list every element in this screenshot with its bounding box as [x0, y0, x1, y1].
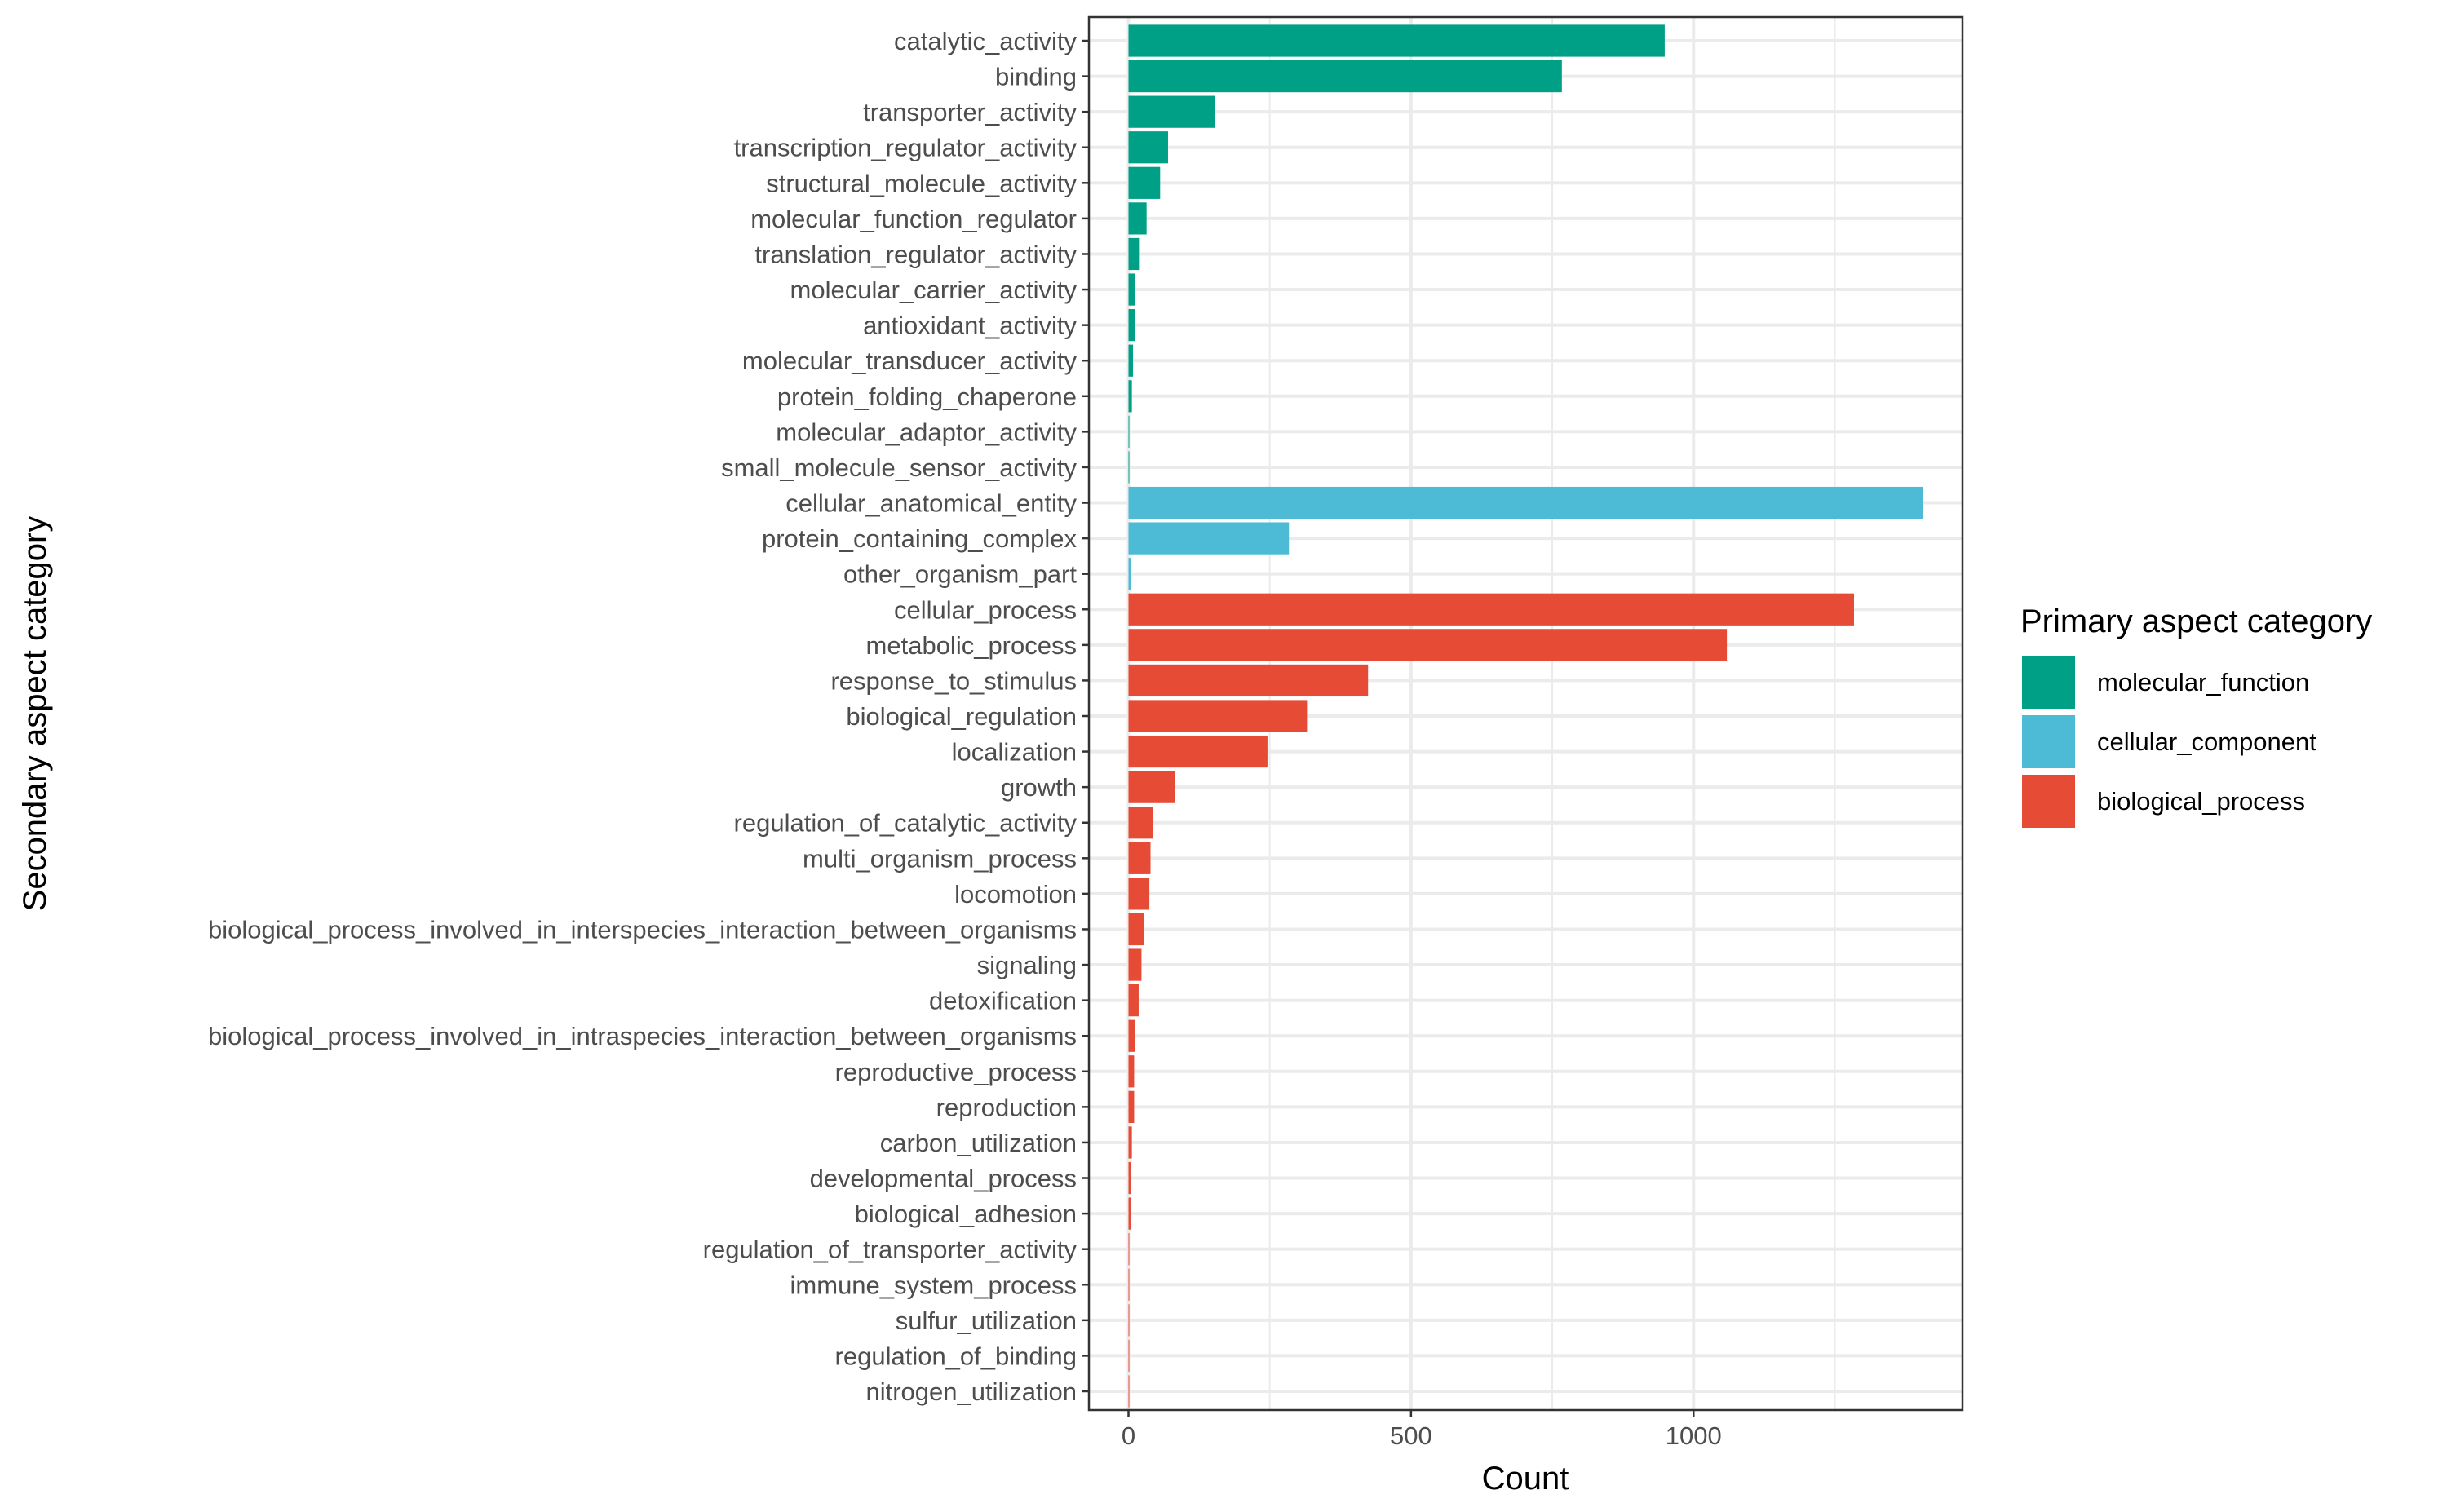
bar-detoxification: [1128, 984, 1139, 1017]
y-tick-label: small_molecule_sensor_activity: [721, 453, 1077, 482]
y-tick-label: localization: [952, 738, 1077, 767]
x-axis-ticks: 0 500 1000: [1122, 1410, 1722, 1450]
y-tick-label: biological_process_involved_in_intraspec…: [208, 1022, 1077, 1050]
y-tick-label: molecular_adaptor_activity: [776, 418, 1077, 446]
y-tick-label: translation_regulator_activity: [754, 240, 1077, 268]
y-tick-label: protein_containing_complex: [762, 524, 1077, 553]
bar-translation_regulator_activity: [1128, 237, 1140, 271]
bar-biological_adhesion: [1128, 1197, 1131, 1230]
y-tick-label: biological_regulation: [846, 702, 1077, 731]
y-tick-label: locomotion: [954, 880, 1077, 909]
bars: [1128, 24, 1923, 1408]
legend: Primary aspect category molecular_functi…: [2020, 603, 2372, 828]
y-tick-label: protein_folding_chaperone: [777, 382, 1077, 411]
y-tick-label: immune_system_process: [790, 1271, 1077, 1299]
y-axis-title: Secondary aspect category: [17, 516, 53, 912]
y-tick-label: antioxidant_activity: [863, 312, 1077, 340]
bar-signaling: [1128, 948, 1142, 981]
bar-cellular_anatomical_entity: [1128, 486, 1923, 519]
bar-protein_containing_complex: [1128, 522, 1290, 555]
y-tick-label: regulation_of_transporter_activity: [703, 1236, 1077, 1264]
bar-regulation_of_catalytic_activity: [1128, 807, 1153, 839]
legend-key-biological_process: [2022, 775, 2075, 828]
bar-transporter_activity: [1128, 95, 1215, 128]
y-tick-label: transcription_regulator_activity: [734, 134, 1077, 162]
y-tick-label: sulfur_utilization: [896, 1306, 1077, 1335]
bar-molecular_adaptor_activity: [1128, 415, 1130, 448]
y-tick-label: multi_organism_process: [803, 844, 1077, 873]
x-tick-label: 500: [1390, 1421, 1432, 1450]
y-tick-label: structural_molecule_activity: [766, 169, 1077, 197]
bar-biological_process_involved_in_intraspecies_interaction_between_organisms: [1128, 1019, 1135, 1052]
x-axis-title: Count: [1482, 1461, 1569, 1497]
bar-regulation_of_transporter_activity: [1128, 1233, 1130, 1266]
legend-key-molecular_function: [2022, 656, 2075, 709]
bar-regulation_of_binding: [1128, 1339, 1130, 1373]
bar-developmental_process: [1128, 1161, 1131, 1195]
y-tick-label: other_organism_part: [843, 560, 1077, 589]
y-tick-label: growth: [1001, 773, 1077, 802]
bar-nitrogen_utilization: [1128, 1375, 1130, 1408]
y-tick-label: molecular_function_regulator: [750, 205, 1077, 233]
y-tick-label: metabolic_process: [866, 631, 1077, 660]
bar-molecular_transducer_activity: [1128, 344, 1134, 377]
bar-multi_organism_process: [1128, 842, 1151, 874]
y-tick-label: biological_adhesion: [855, 1200, 1077, 1228]
x-tick-label: 1000: [1666, 1421, 1722, 1450]
y-tick-label: molecular_transducer_activity: [742, 347, 1077, 375]
bar-antioxidant_activity: [1128, 309, 1135, 342]
x-tick-label: 0: [1122, 1421, 1135, 1450]
bar-other_organism_part: [1128, 558, 1131, 590]
y-tick-label: reproduction: [936, 1093, 1077, 1121]
bar-structural_molecule_activity: [1128, 166, 1161, 199]
legend-label: molecular_function: [2097, 668, 2309, 696]
bar-biological_regulation: [1128, 700, 1308, 732]
bar-growth: [1128, 771, 1175, 803]
panel-border: [1087, 15, 1964, 1412]
y-tick-label: cellular_anatomical_entity: [785, 489, 1077, 518]
bar-binding: [1128, 60, 1562, 93]
bar-biological_process_involved_in_interspecies_interaction_between_organisms: [1128, 913, 1144, 946]
bar-cellular_process: [1128, 593, 1854, 626]
y-tick-label: binding: [995, 63, 1077, 91]
bar-small_molecule_sensor_activity: [1128, 451, 1130, 484]
y-tick-label: developmental_process: [810, 1165, 1077, 1193]
y-tick-label: reproductive_process: [835, 1058, 1077, 1086]
y-tick-label: regulation_of_catalytic_activity: [734, 809, 1077, 838]
y-tick-label: nitrogen_utilization: [865, 1377, 1077, 1406]
y-tick-label: catalytic_activity: [894, 27, 1077, 55]
bar-locomotion: [1128, 878, 1150, 910]
y-tick-label: molecular_carrier_activity: [790, 276, 1077, 304]
bar-molecular_function_regulator: [1128, 202, 1147, 235]
legend-label: biological_process: [2097, 787, 2305, 816]
bar-sulfur_utilization: [1128, 1304, 1130, 1337]
bar-catalytic_activity: [1128, 24, 1665, 57]
legend-label: cellular_component: [2097, 727, 2316, 756]
bar-protein_folding_chaperone: [1128, 380, 1132, 413]
y-tick-label: signaling: [977, 951, 1077, 979]
bar-metabolic_process: [1128, 629, 1728, 661]
y-tick-label: response_to_stimulus: [830, 666, 1077, 695]
bar-transcription_regulator_activity: [1128, 131, 1168, 164]
bar-carbon_utilization: [1128, 1126, 1132, 1159]
bar-immune_system_process: [1128, 1268, 1130, 1301]
legend-title: Primary aspect category: [2020, 603, 2372, 639]
bar-reproductive_process: [1128, 1055, 1135, 1088]
y-tick-label: regulation_of_binding: [835, 1342, 1077, 1370]
y-tick-label: biological_process_involved_in_interspec…: [208, 915, 1077, 944]
bar-reproduction: [1128, 1090, 1135, 1123]
y-tick-label: cellular_process: [894, 595, 1077, 624]
bar-localization: [1128, 735, 1268, 768]
bar-molecular_carrier_activity: [1128, 273, 1135, 306]
y-tick-label: carbon_utilization: [880, 1129, 1077, 1157]
legend-key-cellular_component: [2022, 715, 2075, 768]
y-tick-label: transporter_activity: [863, 98, 1077, 126]
bar-response_to_stimulus: [1128, 664, 1369, 697]
y-tick-label: detoxification: [929, 987, 1077, 1015]
